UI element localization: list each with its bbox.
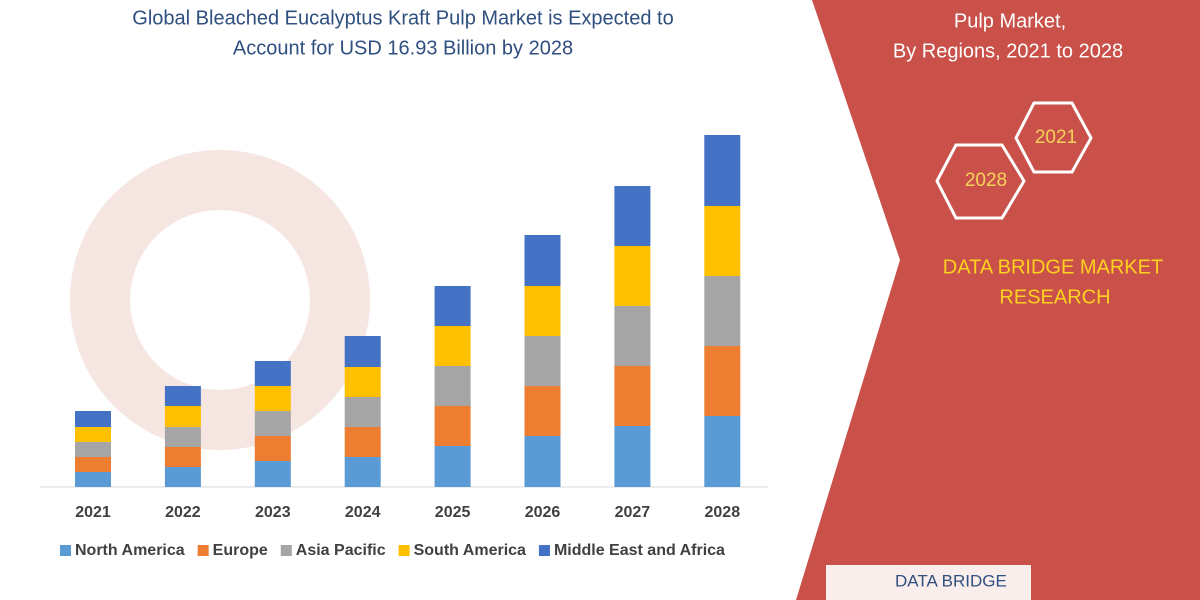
hexagon [935, 143, 1026, 220]
bar-segment [254, 361, 291, 386]
bar-segment [704, 135, 741, 206]
x-tick-label: 2025 [435, 504, 471, 521]
legend-swatch [398, 545, 410, 556]
x-tick-label: 2021 [75, 504, 111, 521]
legend-swatch [197, 545, 209, 556]
bar-segment [614, 306, 651, 366]
bar-segment [614, 426, 651, 487]
bar-segment [524, 286, 561, 336]
bar-segment [164, 386, 201, 406]
bar-segment [254, 436, 291, 461]
legend-swatch [60, 545, 71, 556]
bar-segment [524, 336, 561, 386]
bar-segment [614, 186, 651, 246]
brand: DATA BRIDGE MARKET [943, 256, 1163, 278]
logo: DATA BRIDGE [895, 571, 1007, 590]
x-tick-label: 2023 [255, 504, 291, 521]
bar-segment [614, 366, 651, 426]
bar-segment [434, 366, 471, 406]
panel-title: By Regions, 2021 to 2028 [893, 40, 1123, 62]
x-tick-label: 2024 [345, 504, 381, 521]
watermark-shape [70, 150, 371, 450]
bar-segment [75, 411, 111, 427]
bar-segment [704, 416, 741, 487]
bar-segment [434, 326, 471, 366]
bar-segment [524, 436, 561, 487]
legend-swatch [538, 545, 550, 556]
legend-label: Asia Pacific [296, 542, 386, 559]
bar-segment [434, 446, 471, 487]
bar-segment [75, 442, 111, 457]
bar-segment [524, 235, 561, 286]
x-tick-label: 2026 [525, 504, 561, 521]
brand: RESEARCH [999, 286, 1110, 308]
hexagon [1014, 101, 1093, 174]
bar-segment [344, 367, 381, 397]
panel-title: Pulp Market, [954, 10, 1066, 32]
bar-segment [614, 246, 651, 306]
x-tick-label: 2022 [165, 504, 201, 521]
bar-segment [704, 276, 741, 346]
bar-segment [434, 406, 471, 446]
bar-segment [254, 461, 291, 487]
bar-segment [254, 411, 291, 436]
bar-segment [75, 472, 111, 487]
bar-segment [164, 427, 201, 447]
bar-segment [704, 206, 741, 276]
chart-title: Account for USD 16.93 Billion by 2028 [233, 37, 573, 59]
x-tick-label: 2027 [615, 504, 651, 521]
bar-segment [704, 346, 741, 416]
hexagon-label: 2028 [965, 170, 1007, 191]
bar-segment [164, 447, 201, 467]
legend-label: Middle East and Africa [554, 542, 725, 559]
legend-swatch [280, 545, 292, 556]
hexagon-label: 2021 [1035, 127, 1077, 148]
chart-title: Global Bleached Eucalyptus Kraft Pulp Ma… [132, 7, 673, 29]
legend-label: North America [75, 542, 185, 559]
bar-segment [344, 397, 381, 427]
x-tick-label: 2028 [705, 504, 741, 521]
bar-segment [75, 427, 111, 442]
bar-segment [344, 336, 381, 367]
bar-segment [75, 457, 111, 472]
legend-label: South America [414, 542, 526, 559]
bar-segment [344, 427, 381, 457]
legend-label: Europe [213, 542, 268, 559]
bar-segment [164, 467, 201, 487]
bar-segment [254, 386, 291, 411]
bar-segment [164, 406, 201, 427]
logo-box [826, 565, 1031, 600]
side-panel [796, 0, 1200, 600]
bar-segment [524, 386, 561, 436]
bar-segment [434, 286, 471, 326]
bar-segment [344, 457, 381, 487]
